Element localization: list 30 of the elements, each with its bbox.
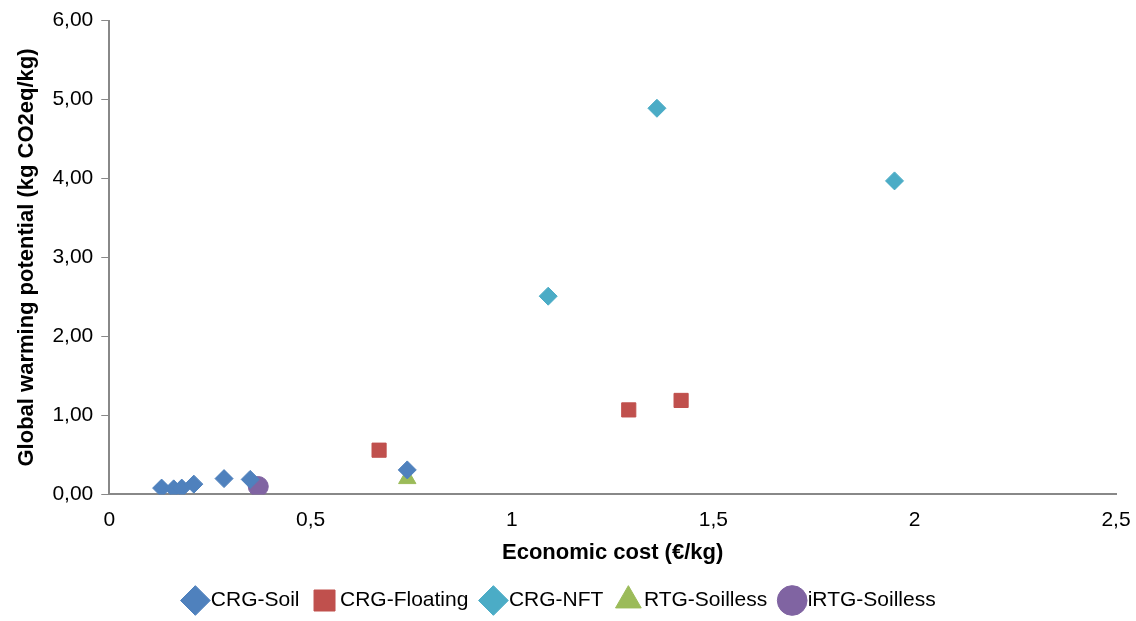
x-tick-label: 0 [103, 506, 116, 530]
legend-label: CRG-Floating [340, 587, 469, 611]
point [214, 469, 234, 489]
point [397, 460, 417, 480]
x-tick-label: 2 [908, 506, 921, 530]
y-tick-label: 1,00 [52, 402, 94, 426]
point [647, 98, 667, 118]
point [673, 392, 689, 408]
legend-label: iRTG-Soilless [807, 587, 936, 611]
point [240, 469, 260, 489]
x-tick-label: 2,5 [1101, 506, 1131, 530]
x-tick-label: 0,5 [296, 506, 326, 530]
point [184, 474, 204, 494]
point [885, 171, 905, 191]
y-tick-label: 5,00 [52, 86, 94, 110]
x-tick-label: 1,5 [698, 506, 728, 530]
y-tick-label: 3,00 [52, 244, 94, 268]
y-tick-label: 0,00 [52, 481, 94, 505]
point [538, 286, 558, 306]
legend-label: CRG-NFT [508, 587, 604, 611]
y-tick-label: 4,00 [52, 165, 94, 189]
point [621, 402, 637, 418]
legend-label: CRG-Soil [210, 587, 300, 611]
point [371, 442, 387, 458]
y-tick-label: 2,00 [52, 323, 94, 347]
legend-label: RTG-Soilless [643, 587, 768, 611]
y-axis-title: Global warming potential (kg CO2eq/kg) [13, 48, 39, 467]
y-tick-label: 6,00 [52, 7, 94, 31]
x-axis-title: Economic cost (€/kg) [502, 538, 724, 564]
x-tick-label: 1 [506, 506, 518, 530]
